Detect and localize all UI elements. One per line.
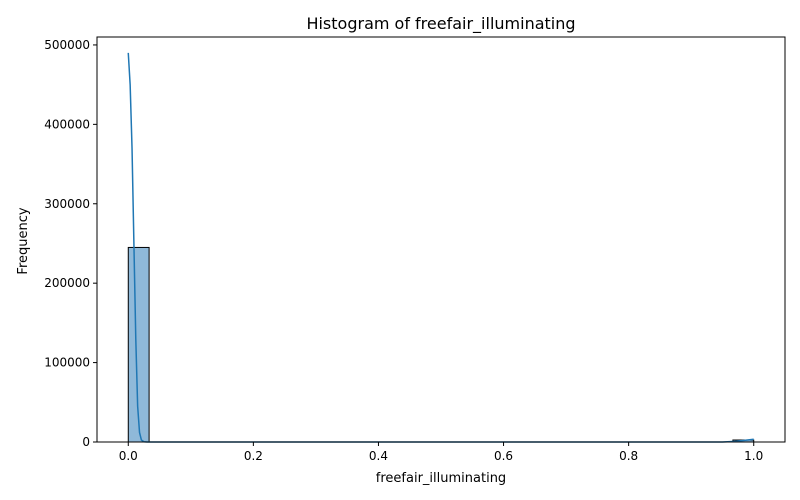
x-tick-label: 1.0 bbox=[744, 449, 763, 463]
bars-group bbox=[127, 246, 755, 443]
y-ticks-group: 0 100000 200000 300000 400000 500000 bbox=[44, 38, 97, 449]
kde-line bbox=[127, 52, 754, 443]
y-axis-label: Frequency bbox=[16, 207, 31, 274]
x-tick-label: 0.6 bbox=[494, 449, 513, 463]
x-tick-label: 0.4 bbox=[369, 449, 388, 463]
x-tick-label: 0.0 bbox=[119, 449, 138, 463]
x-tick-label: 0.8 bbox=[619, 449, 638, 463]
y-tick-label: 0 bbox=[82, 435, 90, 449]
kde-group bbox=[127, 52, 754, 443]
plot-frame bbox=[96, 36, 786, 443]
y-tick-label: 400000 bbox=[44, 117, 90, 131]
x-axis-label: freefair_illuminating bbox=[376, 471, 506, 486]
x-ticks-group: 0.0 0.2 0.4 0.6 0.8 1.0 bbox=[119, 442, 763, 463]
chart-title: Histogram of freefair_illuminating bbox=[306, 14, 575, 34]
x-tick-label: 0.2 bbox=[244, 449, 263, 463]
y-tick-label: 500000 bbox=[44, 38, 90, 52]
y-tick-label: 200000 bbox=[44, 276, 90, 290]
y-tick-label: 300000 bbox=[44, 197, 90, 211]
y-tick-label: 100000 bbox=[44, 356, 90, 370]
